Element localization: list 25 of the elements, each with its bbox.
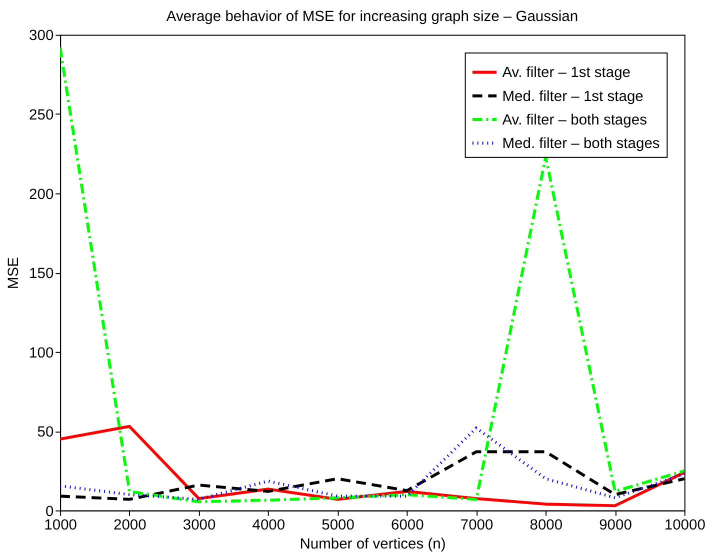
x-tick-label: 1000 [44,518,77,534]
legend-label: Av. filter – both stages [502,112,647,128]
y-tick-label: 0 [45,504,54,520]
x-tick-label: 3000 [182,518,216,534]
x-tick-label: 7000 [460,518,494,534]
y-tick-label: 250 [29,107,54,124]
x-tick-label: 5000 [322,518,354,534]
y-tick-label: 200 [29,186,54,203]
x-tick-label: 6000 [390,518,424,534]
line-series [60,46,684,504]
y-tick-label: 150 [29,266,54,282]
chart-title: Average behavior of MSE for increasing graph size – Gaussian [166,9,578,26]
legend-label: Med. filter – both stages [502,136,660,152]
x-tick-label: 2000 [114,518,146,534]
y-tick-label: 100 [29,345,54,362]
x-tick-label: 4000 [252,518,286,534]
y-tick-label: 50 [37,424,54,441]
x-tick-label: 10000 [664,518,706,534]
x-tick-label: 8000 [530,518,563,534]
y-axis-title: MSE [6,256,22,290]
legend-label: Av. filter – 1st stage [502,65,631,82]
x-tick-label: 9000 [599,518,632,534]
legend-label: Med. filter – 1st stage [502,88,644,105]
y-tick-label: 300 [29,28,54,44]
x-axis-title: Number of vertices (n) [300,536,446,552]
